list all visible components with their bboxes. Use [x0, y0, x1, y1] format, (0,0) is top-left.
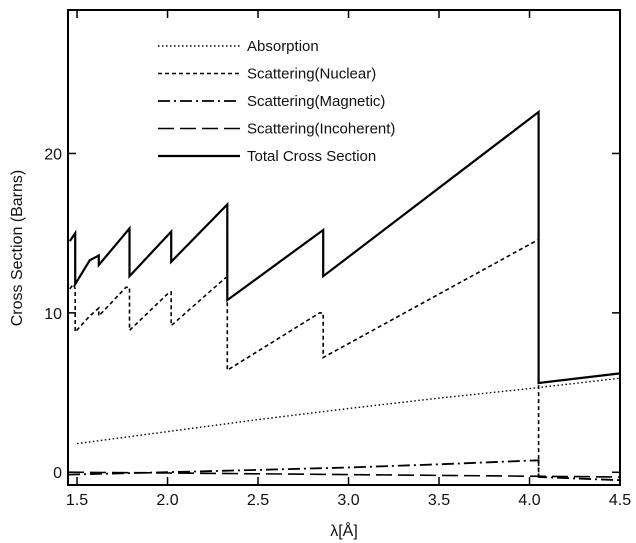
x-tick-label: 4.5: [609, 492, 631, 509]
series-line-2: [69, 238, 540, 473]
legend-label-5: Total Cross Section: [247, 148, 376, 165]
x-tick-label: 4.0: [518, 492, 540, 509]
series-line-4: [67, 471, 621, 478]
series-layer: [67, 109, 621, 482]
plot-frame: [67, 9, 621, 486]
series-line-3: [67, 459, 621, 482]
legend-label-1: Absorption: [247, 38, 319, 55]
legend-label-2: Scattering(Nuclear): [247, 66, 376, 83]
x-tick-label: 3.0: [337, 492, 359, 509]
series-line-5: [68, 109, 621, 385]
y-tick-label: 0: [53, 465, 62, 482]
y-axis-label: Cross Section (Barns): [9, 170, 26, 327]
ticks: 1.5 2.0 2.5 3.0 3.5 4.0 4.5 0 10 20: [44, 10, 631, 509]
legend-label-4: Scattering(Incoherent): [247, 121, 395, 138]
x-axis-label: λ[Å]: [330, 521, 358, 540]
x-tick-label: 3.5: [428, 492, 450, 509]
x-tick-label: 2.5: [247, 492, 269, 509]
legend: Absorption Scattering(Nuclear) Scattering(…: [158, 38, 395, 165]
y-tick-label: 10: [44, 306, 62, 323]
y-tick-label: 20: [44, 146, 62, 163]
x-tick-label: 1.5: [66, 492, 88, 509]
x-tick-label: 2.0: [156, 492, 178, 509]
legend-label-3: Scattering(Magnetic): [247, 93, 385, 110]
